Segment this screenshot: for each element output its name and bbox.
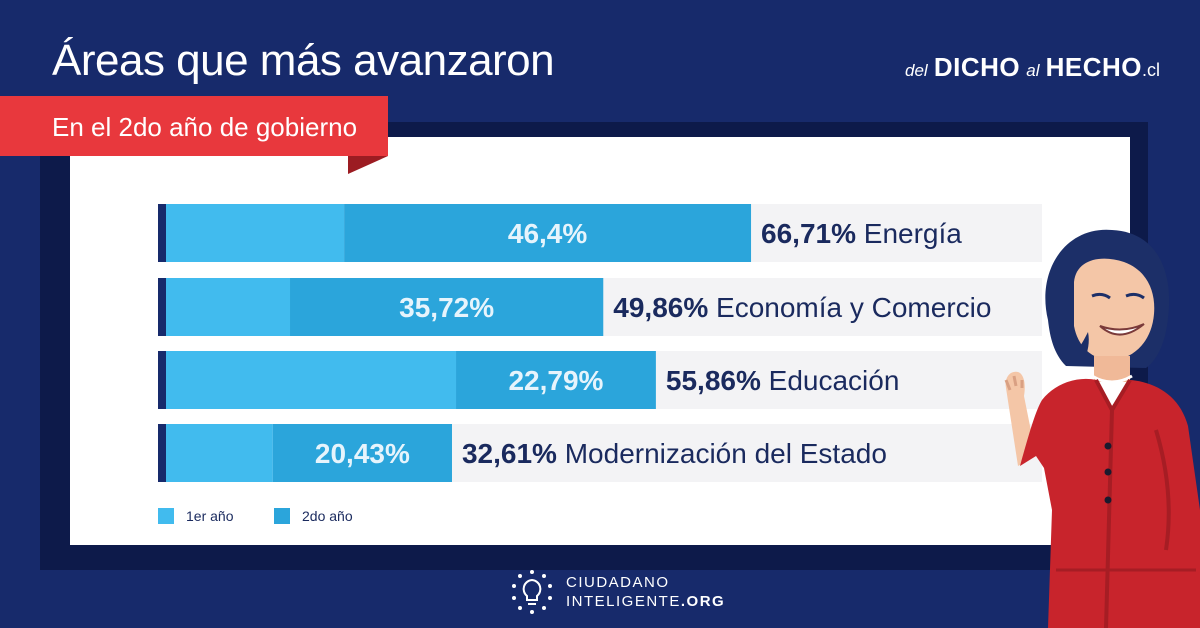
category-label: Modernización del Estado <box>565 438 887 469</box>
page-title: Áreas que más avanzaron <box>52 36 555 85</box>
bar-total-label: 66,71% Energía <box>761 218 962 249</box>
bar-value-label: 20,43% <box>315 438 410 469</box>
bar-cap <box>158 278 166 336</box>
bar-year2 <box>456 351 656 409</box>
bar-year1 <box>166 278 291 336</box>
footer-org-suffix: .ORG <box>680 593 726 610</box>
bar-year1 <box>166 424 273 482</box>
bar-cap <box>158 204 166 262</box>
brand-part-cl: .cl <box>1142 60 1160 80</box>
total-value: 66,71% <box>761 218 864 249</box>
brand-part-al: al <box>1026 61 1040 80</box>
bar-value-label: 35,72% <box>399 292 494 323</box>
bar-year1 <box>166 204 345 262</box>
brand-part-hecho: HECHO <box>1045 52 1142 82</box>
bar-year2 <box>272 424 452 482</box>
bar-cap <box>158 424 166 482</box>
politician-illustration <box>1004 229 1200 628</box>
footer-org-line1: CIUDADANO <box>566 574 670 591</box>
category-label: Educación <box>769 365 900 396</box>
legend-swatch-year2 <box>274 508 290 524</box>
bar-year1 <box>166 351 457 409</box>
bar-value-label: 22,79% <box>508 365 603 396</box>
brand-part-dicho: DICHO <box>933 52 1021 82</box>
brand-logo: del DICHO al HECHO.cl <box>905 52 1160 83</box>
legend-label-year1: 1er año <box>186 508 234 524</box>
lightbulb-icon <box>512 570 552 614</box>
total-value: 55,86% <box>666 365 769 396</box>
total-value: 32,61% <box>462 438 565 469</box>
category-label: Energía <box>864 218 962 249</box>
subtitle: En el 2do año de gobierno <box>52 112 358 142</box>
category-label: Economía y Comercio <box>716 292 991 323</box>
total-value: 49,86% <box>613 292 716 323</box>
bar-value-label: 46,4% <box>508 218 587 249</box>
bar-total-label: 32,61% Modernización del Estado <box>462 438 887 469</box>
bar-total-label: 55,86% Educación <box>666 365 900 396</box>
bar-year2 <box>290 278 604 336</box>
legend-swatch-year1 <box>158 508 174 524</box>
bar-total-label: 49,86% Economía y Comercio <box>613 292 991 323</box>
legend-label-year2: 2do año <box>302 508 353 524</box>
footer-logo: CIUDADANO INTELIGENTE.ORG <box>508 568 724 621</box>
legend-item-year1: 1er año <box>158 508 233 524</box>
bar-year2 <box>344 204 752 262</box>
legend-item-year2: 2do año <box>274 508 353 524</box>
subtitle-ribbon <box>0 96 388 156</box>
bar-cap <box>158 351 166 409</box>
ribbon-fold <box>348 156 388 174</box>
footer-org-line2: INTELIGENTE <box>566 593 681 610</box>
brand-part-del: del <box>905 61 928 80</box>
